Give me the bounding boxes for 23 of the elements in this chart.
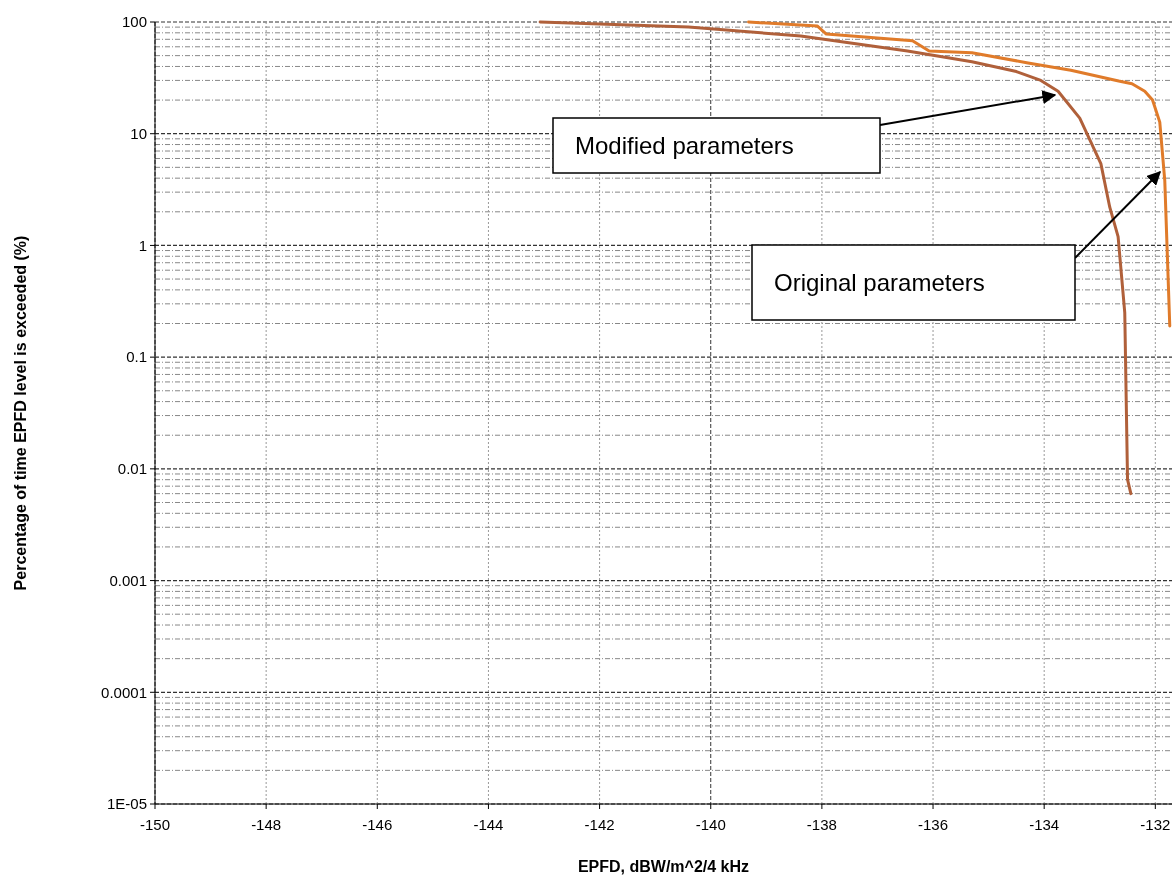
y-tick-label: 10: [130, 124, 147, 142]
y-tick-label: 1: [138, 236, 147, 254]
y-tick-label: 100: [121, 13, 147, 31]
y-tick-label: 1E-05: [106, 795, 147, 813]
annotation: Original parameters: [774, 268, 985, 296]
x-tick-label: -146: [362, 816, 393, 833]
y-axis-title: Percentage of time EPFD level is exceeded (%): [12, 235, 29, 591]
x-tick-label: -148: [251, 816, 282, 833]
x-tick-label: -134: [1029, 816, 1060, 833]
y-tick-label: 0.001: [109, 571, 147, 589]
x-tick-label: -144: [473, 816, 504, 833]
line-series: [538, 20, 1133, 496]
y-tick-label: 0.0001: [101, 683, 147, 701]
x-tick-label: -132: [1140, 816, 1171, 833]
y-tick-label: 0.01: [117, 460, 147, 478]
y-tick-label: 0.1: [126, 348, 147, 366]
x-tick-label: -138: [806, 816, 837, 833]
x-tick-label: -140: [695, 816, 726, 833]
annotation: Modified parameters: [575, 131, 794, 159]
x-axis-title: EPFD, dBW/m^2/4 kHz: [577, 858, 750, 875]
x-tick-label: -136: [918, 816, 949, 833]
x-tick-label: -150: [139, 816, 171, 833]
x-tick-label: -142: [584, 816, 615, 833]
